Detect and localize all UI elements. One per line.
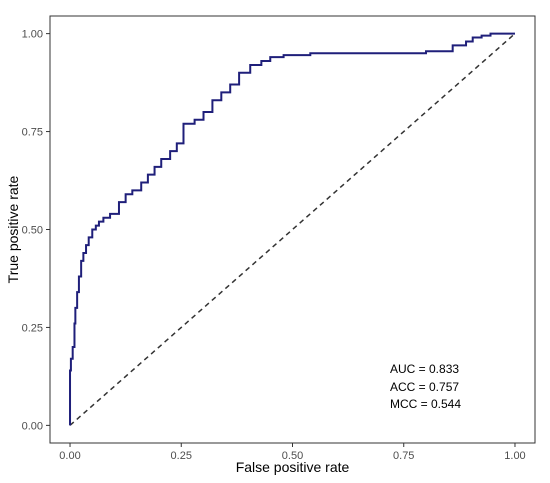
x-axis-ticks: 0.00 0.25 0.50 0.75 1.00 <box>59 443 526 462</box>
y-axis-title: True positive rate <box>5 175 21 283</box>
auc-annotation: AUC = 0.833 <box>390 362 459 376</box>
mcc-annotation: MCC = 0.544 <box>390 397 461 411</box>
y-tick-label: 0.00 <box>22 420 43 432</box>
acc-annotation: ACC = 0.757 <box>390 380 459 394</box>
x-tick-label: 0.75 <box>393 450 414 462</box>
x-tick-label: 0.50 <box>282 450 303 462</box>
y-tick-label: 0.50 <box>22 225 43 237</box>
x-tick-label: 0.00 <box>59 450 80 462</box>
y-tick-label: 0.75 <box>22 127 43 139</box>
x-tick-label: 1.00 <box>504 450 525 462</box>
y-axis-ticks: 0.00 0.25 0.50 0.75 1.00 <box>22 29 50 432</box>
x-tick-label: 0.25 <box>171 450 192 462</box>
roc-curve-line <box>69 32 515 426</box>
x-axis-title: False positive rate <box>236 459 350 475</box>
y-tick-label: 1.00 <box>22 29 43 41</box>
y-tick-label: 0.25 <box>22 322 43 334</box>
